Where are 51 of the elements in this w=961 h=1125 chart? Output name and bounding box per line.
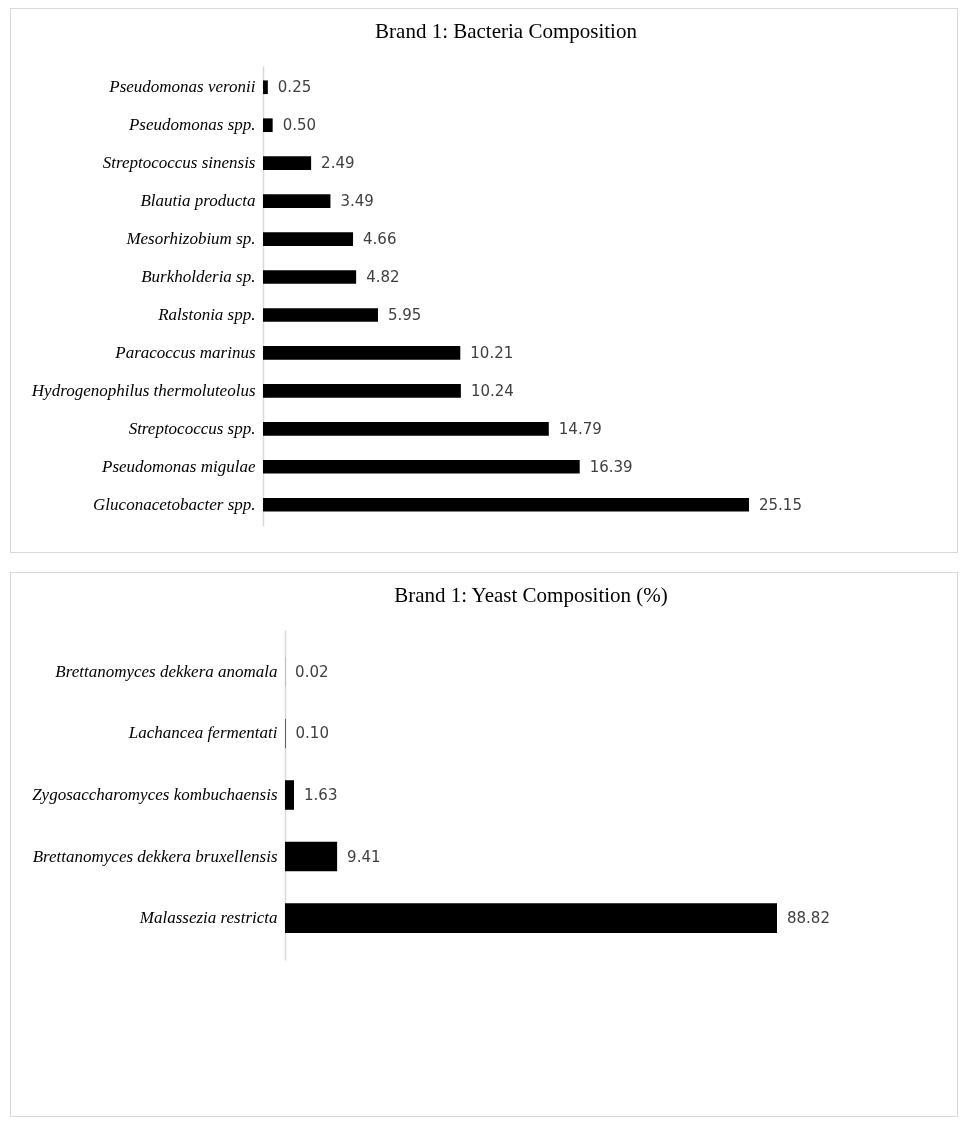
data-label: 0.10 — [295, 724, 329, 743]
data-label: 88.82 — [787, 909, 830, 928]
y-tick-label: Pseudomonas spp. — [127, 115, 256, 135]
data-label: 0.50 — [282, 116, 317, 135]
data-label: 0.25 — [277, 78, 312, 97]
bar — [285, 903, 777, 933]
bar — [263, 384, 461, 398]
bar — [263, 194, 331, 208]
data-label: 1.63 — [304, 786, 338, 804]
data-label: 2.49 — [321, 154, 355, 173]
y-tick-label: Brettanomyces dekkera bruxellensis — [32, 846, 278, 866]
bar — [263, 156, 312, 170]
bar — [285, 780, 295, 810]
bar — [263, 459, 580, 474]
y-tick-label: Pseudomonas veronii — [108, 77, 256, 97]
bar — [263, 232, 354, 246]
chart-title: Brand 1: Yeast Composition (%) — [394, 583, 668, 607]
bar — [263, 422, 549, 436]
data-label: 10.21 — [470, 343, 514, 362]
y-tick-label: Lachancea fermentati — [127, 723, 278, 743]
data-label: 10.24 — [470, 381, 514, 400]
bar — [263, 346, 461, 360]
data-label: 16.39 — [589, 457, 633, 476]
y-tick-label: Burkholderia sp. — [141, 267, 256, 287]
y-tick-label: Brettanomyces dekkera anomala — [55, 661, 278, 681]
y-tick-label: Blautia producta — [140, 191, 256, 211]
data-label: 4.82 — [366, 268, 400, 287]
bar — [263, 497, 749, 512]
data-label: 5.95 — [387, 305, 422, 324]
y-tick-label: Mesorhizobium sp. — [125, 229, 256, 249]
data-label: 25.15 — [759, 495, 802, 514]
y-tick-label: Streptococcus spp. — [128, 418, 256, 438]
y-tick-label: Malassezia restricta — [138, 908, 278, 928]
y-tick-label: Gluconacetobacter spp. — [93, 494, 256, 514]
data-label: 4.66 — [363, 230, 397, 249]
data-label: 0.02 — [295, 662, 329, 681]
data-label: 9.41 — [347, 847, 381, 866]
data-label: 14.79 — [558, 419, 602, 438]
y-tick-label: Pseudomonas migulae — [101, 456, 256, 476]
y-tick-label: Zygosaccharomyces kombuchaensis — [32, 785, 278, 804]
y-tick-label: Streptococcus sinensis — [102, 153, 256, 173]
bar — [285, 841, 338, 872]
bar — [263, 118, 273, 133]
bar — [263, 308, 378, 322]
data-label: 3.49 — [340, 192, 374, 211]
bar — [263, 270, 357, 284]
bar — [263, 80, 268, 95]
y-tick-label: Paracoccus marinus — [114, 342, 256, 362]
y-tick-label: Hydrogenophilus thermoluteolus — [30, 380, 256, 400]
y-tick-label: Ralstonia spp. — [157, 304, 256, 324]
chart-title: Brand 1: Bacteria Composition — [375, 19, 638, 43]
